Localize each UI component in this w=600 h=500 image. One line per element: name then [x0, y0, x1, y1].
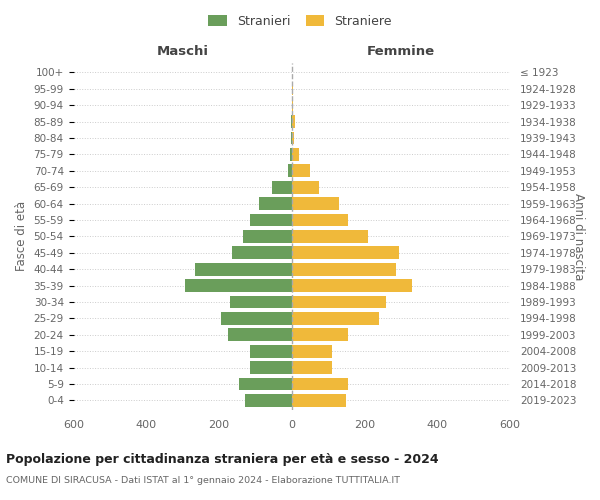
Bar — [292, 164, 310, 177]
Text: COMUNE DI SIRACUSA - Dati ISTAT al 1° gennaio 2024 - Elaborazione TUTTITALIA.IT: COMUNE DI SIRACUSA - Dati ISTAT al 1° ge… — [6, 476, 400, 485]
Bar — [292, 394, 346, 407]
Bar — [292, 345, 332, 358]
Bar — [292, 263, 395, 276]
Bar — [245, 394, 292, 407]
Text: Popolazione per cittadinanza straniera per età e sesso - 2024: Popolazione per cittadinanza straniera p… — [6, 452, 439, 466]
Bar — [292, 361, 332, 374]
Bar — [292, 328, 348, 341]
Bar — [290, 148, 292, 161]
Bar — [232, 246, 292, 259]
Bar — [291, 132, 292, 144]
Bar — [292, 246, 399, 259]
Bar — [239, 378, 292, 390]
Bar — [292, 82, 293, 95]
Bar — [292, 197, 339, 210]
Bar — [292, 378, 348, 390]
Bar — [221, 312, 292, 325]
Bar — [259, 197, 292, 210]
Bar — [292, 148, 299, 161]
Bar — [292, 312, 379, 325]
Text: Femmine: Femmine — [367, 46, 435, 59]
Bar — [292, 214, 348, 226]
Bar — [292, 115, 295, 128]
Bar — [250, 345, 292, 358]
Bar — [292, 99, 293, 112]
Bar — [288, 164, 292, 177]
Bar — [250, 214, 292, 226]
Text: Maschi: Maschi — [157, 46, 209, 59]
Bar — [292, 279, 412, 292]
Bar — [292, 230, 368, 243]
Y-axis label: Fasce di età: Fasce di età — [15, 202, 28, 272]
Bar — [292, 296, 386, 308]
Bar — [291, 115, 292, 128]
Y-axis label: Anni di nascita: Anni di nascita — [572, 192, 585, 280]
Bar — [230, 296, 292, 308]
Bar — [250, 361, 292, 374]
Bar — [292, 181, 319, 194]
Legend: Stranieri, Straniere: Stranieri, Straniere — [205, 11, 395, 32]
Bar — [185, 279, 292, 292]
Bar — [228, 328, 292, 341]
Bar — [292, 132, 293, 144]
Bar — [196, 263, 292, 276]
Bar — [272, 181, 292, 194]
Bar — [243, 230, 292, 243]
